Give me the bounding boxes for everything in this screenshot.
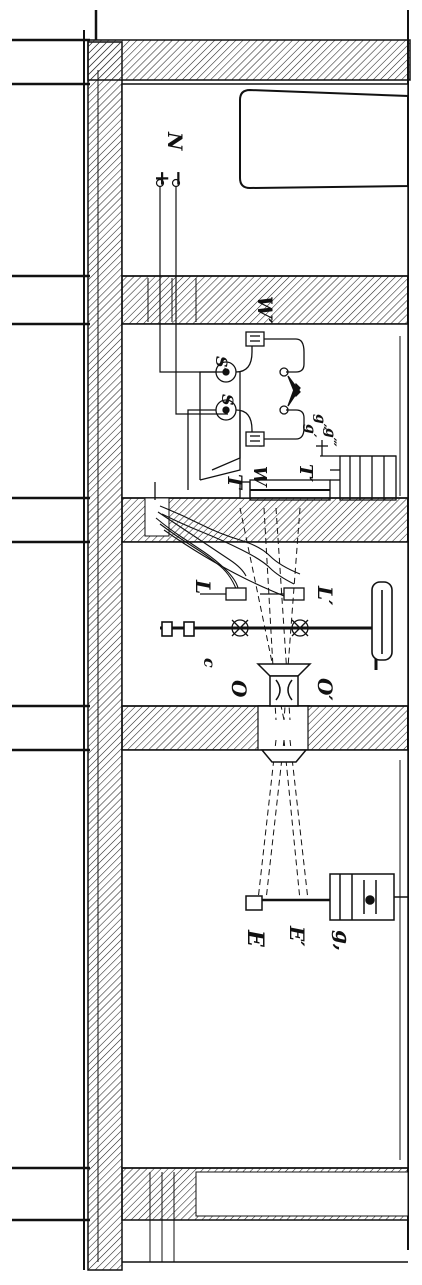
label-g-triple: g‴ bbox=[322, 428, 338, 447]
label-L-prime: L′ bbox=[313, 585, 337, 606]
label-N: N bbox=[163, 131, 187, 151]
lens-opening bbox=[257, 705, 309, 751]
screen-E bbox=[245, 873, 408, 921]
wall-1 bbox=[121, 275, 409, 325]
top-wall bbox=[87, 10, 411, 1250]
left-ticks bbox=[12, 38, 90, 1222]
resistance-T bbox=[239, 440, 397, 501]
label-S-prime: S′ bbox=[212, 356, 231, 373]
room-screen bbox=[121, 749, 409, 1169]
label-L: L bbox=[191, 579, 215, 594]
lamp-stand bbox=[160, 581, 393, 670]
objective-lens bbox=[256, 663, 312, 763]
label-S: S bbox=[218, 394, 237, 406]
label-T-prime: T′ bbox=[295, 464, 316, 482]
label-g-prime: g′ bbox=[302, 424, 318, 438]
switch-assembly bbox=[154, 331, 305, 500]
room-top bbox=[121, 83, 409, 277]
wire-pass-through bbox=[144, 497, 170, 537]
label-plus: + bbox=[151, 170, 175, 187]
label-E: E bbox=[242, 929, 268, 948]
label-E-prime: E′ bbox=[285, 925, 309, 947]
label-W-prime-top: W′ bbox=[253, 296, 277, 324]
label-O-prime: O′ bbox=[313, 678, 337, 701]
label-O: O bbox=[227, 680, 251, 698]
label-g-double: g″ bbox=[312, 414, 328, 431]
label-c: c bbox=[200, 658, 219, 668]
label-W: W bbox=[249, 466, 270, 488]
label-minus: − bbox=[167, 170, 191, 187]
label-g-bottom: g, bbox=[331, 930, 355, 951]
outer-wall-left bbox=[83, 30, 123, 1271]
label-T: T bbox=[223, 474, 247, 491]
labels: N + − W′ S S′ W T T′ g′ g″ g‴ L L′ c O O… bbox=[151, 131, 355, 951]
lamp-wires bbox=[155, 505, 301, 601]
bottom-wall bbox=[121, 1167, 409, 1263]
